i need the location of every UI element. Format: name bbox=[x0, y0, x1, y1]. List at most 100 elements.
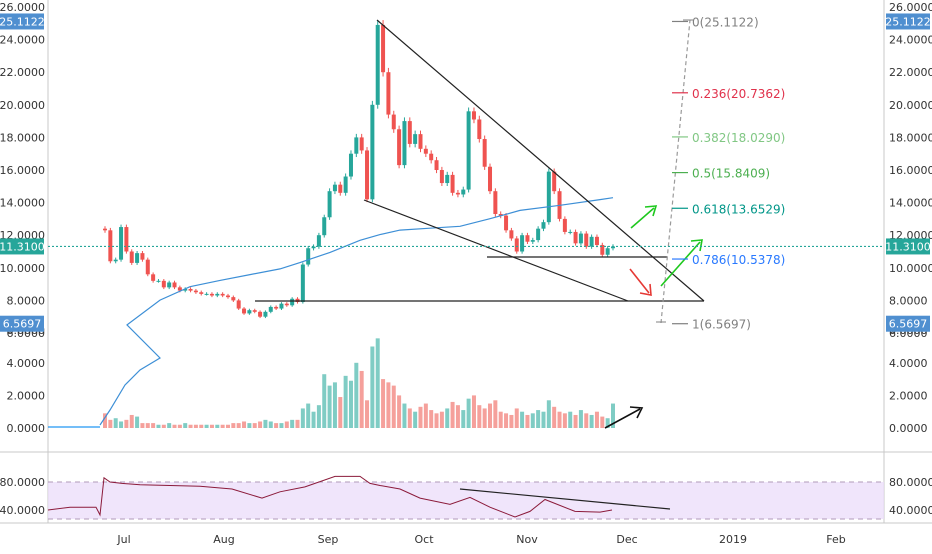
volume-bar[interactable] bbox=[589, 414, 594, 428]
candle[interactable] bbox=[466, 111, 471, 190]
volume-bar[interactable] bbox=[552, 406, 557, 428]
volume-bar[interactable] bbox=[525, 414, 530, 428]
volume-bar[interactable] bbox=[119, 421, 124, 428]
volume-bar[interactable] bbox=[268, 421, 273, 428]
candle[interactable] bbox=[225, 295, 230, 298]
volume-bar[interactable] bbox=[418, 406, 423, 428]
candle[interactable] bbox=[455, 192, 460, 195]
candle[interactable] bbox=[236, 300, 241, 309]
volume-bar[interactable] bbox=[439, 411, 444, 428]
volume-bar[interactable] bbox=[407, 408, 412, 428]
candle[interactable] bbox=[119, 227, 124, 260]
candle[interactable] bbox=[231, 297, 236, 301]
candle[interactable] bbox=[322, 217, 327, 236]
candle[interactable] bbox=[359, 137, 364, 151]
candle[interactable] bbox=[199, 292, 204, 294]
candle[interactable] bbox=[370, 104, 375, 200]
candle[interactable] bbox=[552, 171, 557, 192]
candle[interactable] bbox=[520, 235, 525, 252]
candle[interactable] bbox=[172, 282, 177, 288]
volume-bar[interactable] bbox=[247, 423, 252, 428]
volume-bar[interactable] bbox=[209, 424, 214, 428]
volume-bar[interactable] bbox=[225, 424, 230, 428]
volume-bar[interactable] bbox=[493, 400, 498, 428]
volume-bar[interactable] bbox=[145, 423, 150, 428]
volume-bar[interactable] bbox=[338, 397, 343, 428]
volume-bar[interactable] bbox=[391, 385, 396, 428]
volume-bar[interactable] bbox=[258, 421, 263, 428]
candle[interactable] bbox=[145, 259, 150, 275]
candle[interactable] bbox=[129, 251, 134, 263]
volume-bar[interactable] bbox=[252, 423, 257, 428]
candle[interactable] bbox=[530, 240, 535, 242]
candle[interactable] bbox=[263, 311, 268, 317]
volume-bar[interactable] bbox=[284, 421, 289, 428]
volume-bar[interactable] bbox=[343, 375, 348, 428]
volume-bar[interactable] bbox=[220, 424, 225, 428]
volume-bar[interactable] bbox=[488, 403, 493, 428]
volume-bar[interactable] bbox=[332, 382, 337, 428]
volume-bar[interactable] bbox=[568, 411, 573, 428]
volume-bar[interactable] bbox=[402, 403, 407, 428]
volume-bar[interactable] bbox=[471, 395, 476, 428]
volume-bar[interactable] bbox=[204, 424, 209, 428]
volume-bar[interactable] bbox=[113, 418, 118, 428]
volume-bar[interactable] bbox=[124, 419, 129, 428]
volume-bar[interactable] bbox=[279, 423, 284, 428]
candle[interactable] bbox=[562, 218, 567, 232]
volume-bar[interactable] bbox=[108, 419, 113, 428]
volume-bar[interactable] bbox=[300, 408, 305, 428]
volume-bar[interactable] bbox=[193, 424, 198, 428]
volume-bar[interactable] bbox=[348, 380, 353, 428]
candle[interactable] bbox=[290, 298, 295, 306]
candle[interactable] bbox=[183, 288, 188, 291]
candle[interactable] bbox=[316, 235, 321, 247]
volume-bar[interactable] bbox=[365, 400, 370, 428]
candle[interactable] bbox=[167, 282, 172, 288]
volume-bar[interactable] bbox=[172, 424, 177, 428]
volume-bar[interactable] bbox=[242, 421, 247, 428]
volume-bar[interactable] bbox=[354, 362, 359, 428]
rsi-trendline[interactable] bbox=[459, 488, 671, 510]
volume-bar[interactable] bbox=[188, 424, 193, 428]
candle[interactable] bbox=[407, 121, 412, 144]
candle[interactable] bbox=[445, 174, 450, 184]
candle[interactable] bbox=[156, 280, 161, 282]
volume-bar[interactable] bbox=[605, 418, 610, 428]
candle[interactable] bbox=[504, 215, 509, 231]
volume-bar[interactable] bbox=[199, 424, 204, 428]
candle[interactable] bbox=[471, 111, 476, 120]
candle[interactable] bbox=[498, 214, 503, 216]
candle[interactable] bbox=[439, 170, 444, 184]
candle[interactable] bbox=[568, 231, 573, 233]
candle[interactable] bbox=[589, 236, 594, 247]
volume-bar[interactable] bbox=[295, 419, 300, 428]
volume-bar[interactable] bbox=[311, 411, 316, 428]
candle[interactable] bbox=[423, 148, 428, 154]
candle[interactable] bbox=[300, 264, 305, 303]
candle[interactable] bbox=[108, 230, 113, 262]
volume-bar[interactable] bbox=[156, 424, 161, 428]
candle[interactable] bbox=[397, 129, 402, 166]
volume-bar[interactable] bbox=[103, 413, 107, 428]
candle[interactable] bbox=[541, 222, 546, 229]
candle[interactable] bbox=[220, 293, 225, 296]
volume-bar[interactable] bbox=[520, 411, 525, 428]
candle[interactable] bbox=[413, 134, 418, 144]
volume-bar[interactable] bbox=[429, 410, 434, 428]
volume-bar[interactable] bbox=[413, 411, 418, 428]
volume-bar[interactable] bbox=[434, 413, 439, 428]
candle[interactable] bbox=[354, 137, 359, 154]
candle[interactable] bbox=[418, 134, 423, 149]
volume-bar[interactable] bbox=[455, 405, 460, 428]
candle[interactable] bbox=[573, 231, 578, 244]
volume-bar[interactable] bbox=[477, 405, 482, 428]
candle[interactable] bbox=[584, 233, 589, 247]
volume-bar[interactable] bbox=[445, 408, 450, 428]
volume-bar[interactable] bbox=[530, 413, 535, 428]
candle[interactable] bbox=[338, 184, 343, 193]
volume-bar[interactable] bbox=[557, 411, 562, 428]
volume-bar[interactable] bbox=[263, 419, 268, 428]
volume-bar[interactable] bbox=[129, 414, 134, 428]
candle[interactable] bbox=[402, 121, 407, 166]
